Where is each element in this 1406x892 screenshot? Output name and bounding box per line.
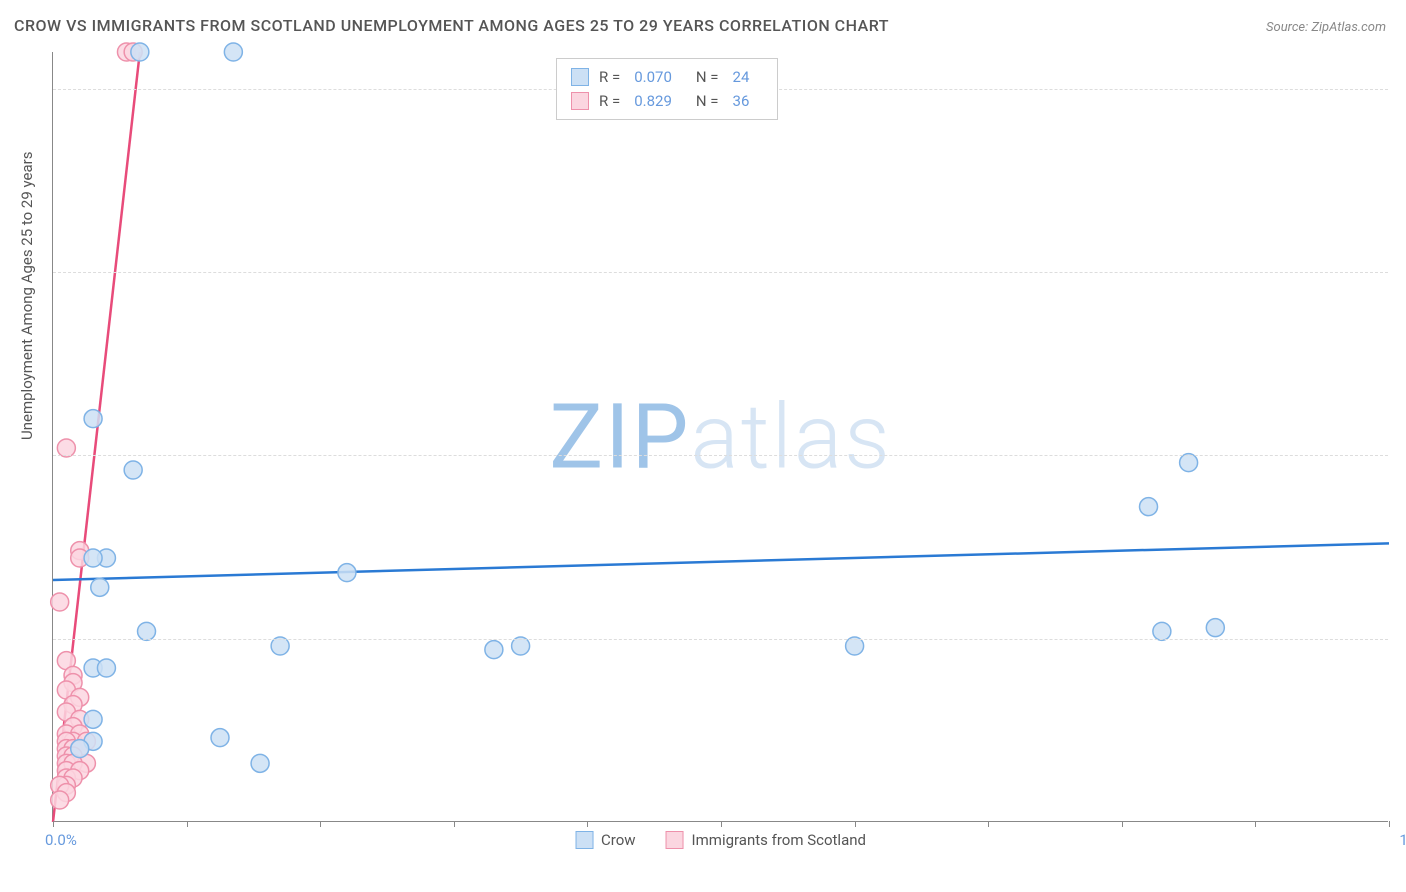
- data-point: [338, 564, 356, 582]
- legend-n-value-2: 36: [733, 89, 750, 113]
- chart-svg: [53, 52, 1388, 821]
- data-point: [251, 754, 269, 772]
- x-axis-end-label: 100.0%: [1399, 831, 1406, 849]
- legend-top-row-1: R = 0.070 N = 24: [571, 65, 763, 89]
- data-point: [131, 43, 149, 61]
- plot-area: ZIPatlas 0.0% 100.0% Crow Immigrants fro…: [52, 52, 1388, 822]
- chart-title: CROW VS IMMIGRANTS FROM SCOTLAND UNEMPLO…: [14, 16, 889, 35]
- legend-r-value-2: 0.829: [634, 89, 672, 113]
- source-name: ZipAtlas.com: [1311, 20, 1386, 35]
- x-tick: [454, 821, 455, 827]
- data-point: [138, 622, 156, 640]
- trend-line: [53, 543, 1389, 580]
- legend-top-swatch-1: [571, 68, 589, 86]
- gridline-h: [53, 455, 1388, 456]
- x-tick: [53, 821, 54, 827]
- legend-label-crow: Crow: [601, 831, 636, 849]
- data-point: [224, 43, 242, 61]
- data-point: [1206, 619, 1224, 637]
- source-attribution: Source: ZipAtlas.com: [1266, 20, 1386, 35]
- x-tick: [721, 821, 722, 827]
- data-point: [84, 710, 102, 728]
- legend-top-row-2: R = 0.829 N = 36: [571, 89, 763, 113]
- legend-top-swatch-2: [571, 92, 589, 110]
- source-prefix: Source:: [1266, 20, 1311, 35]
- data-point: [211, 729, 229, 747]
- legend-n-label-2: N =: [696, 89, 719, 113]
- legend-r-value-1: 0.070: [634, 65, 672, 89]
- data-point: [84, 549, 102, 567]
- y-axis-label: Unemployment Among Ages 25 to 29 years: [18, 152, 36, 440]
- data-point: [84, 410, 102, 428]
- data-point: [512, 637, 530, 655]
- x-tick: [1255, 821, 1256, 827]
- legend-bottom: Crow Immigrants from Scotland: [575, 831, 866, 849]
- data-point: [1140, 498, 1158, 516]
- data-point: [51, 791, 69, 809]
- data-point: [71, 740, 89, 758]
- data-point: [97, 659, 115, 677]
- data-point: [51, 593, 69, 611]
- x-tick: [187, 821, 188, 827]
- data-point: [846, 637, 864, 655]
- x-tick: [988, 821, 989, 827]
- data-point: [1153, 622, 1171, 640]
- legend-r-label-2: R =: [599, 89, 620, 113]
- legend-n-value-1: 24: [733, 65, 750, 89]
- legend-n-label-1: N =: [696, 65, 719, 89]
- legend-top: R = 0.070 N = 24 R = 0.829 N = 36: [556, 58, 778, 120]
- data-point: [57, 439, 75, 457]
- gridline-h: [53, 272, 1388, 273]
- x-tick: [320, 821, 321, 827]
- legend-label-scotland: Immigrants from Scotland: [692, 831, 866, 849]
- x-tick: [587, 821, 588, 827]
- legend-swatch-crow: [575, 831, 593, 849]
- data-point: [124, 461, 142, 479]
- legend-swatch-scotland: [666, 831, 684, 849]
- legend-r-label-1: R =: [599, 65, 620, 89]
- gridline-h: [53, 639, 1388, 640]
- x-tick: [1389, 821, 1390, 827]
- data-point: [91, 578, 109, 596]
- data-point: [1180, 454, 1198, 472]
- x-tick: [1122, 821, 1123, 827]
- data-point: [271, 637, 289, 655]
- data-point: [485, 641, 503, 659]
- x-tick: [855, 821, 856, 827]
- x-axis-start-label: 0.0%: [45, 831, 77, 849]
